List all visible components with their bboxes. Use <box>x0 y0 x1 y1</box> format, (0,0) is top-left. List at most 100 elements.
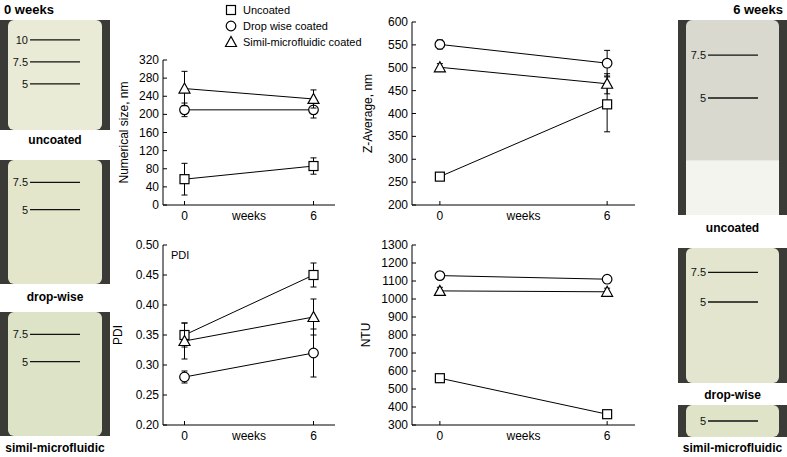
legend-label: Drop wise coated <box>243 20 328 32</box>
photo-column: 6 weeks7.55uncoated7.55drop-wise5simil-m… <box>678 2 787 455</box>
gradation-label: 7.5 <box>691 266 706 278</box>
x-axis <box>412 425 635 426</box>
y-tick <box>412 353 416 354</box>
data-point <box>602 58 612 68</box>
y-tick <box>163 275 167 276</box>
y-tick-label: 450 <box>388 84 408 98</box>
y-tick-label: 400 <box>388 107 408 121</box>
series-line <box>185 317 314 341</box>
legend-symbol <box>226 37 237 47</box>
y-tick <box>412 299 416 300</box>
series-line <box>440 104 607 176</box>
photo-title: 0 weeks <box>4 2 54 17</box>
y-tick-label: 0.20 <box>136 418 160 432</box>
tube <box>8 160 102 284</box>
x-axis <box>163 425 335 426</box>
y-tick <box>412 245 416 246</box>
y-tick <box>163 96 167 97</box>
data-point <box>435 271 445 281</box>
y-tick <box>412 159 416 160</box>
tube-gradation <box>30 83 80 84</box>
tube-gradation <box>708 272 758 273</box>
data-point <box>603 410 612 419</box>
sediment <box>686 160 779 215</box>
data-point <box>434 62 445 72</box>
gradation-label: 5 <box>22 204 28 216</box>
y-tick <box>163 305 167 306</box>
y-tick-label: 0.40 <box>136 298 160 312</box>
gradation-label: 7.5 <box>13 176 28 188</box>
gradation-label: 5 <box>22 78 28 90</box>
photo-background <box>678 20 787 215</box>
gradation-label: 5 <box>700 92 706 104</box>
y-tick-label: 200 <box>139 107 159 121</box>
x-tick <box>313 421 314 425</box>
tube <box>686 20 779 215</box>
tube-gradation <box>30 209 80 210</box>
data-point <box>179 336 190 346</box>
y-tick-label: 1200 <box>381 256 408 270</box>
x-axis-label: weeks <box>505 429 540 443</box>
y-tick <box>163 335 167 336</box>
x-tick <box>313 201 314 205</box>
photo-background <box>678 248 787 383</box>
tube-gradation <box>30 334 80 335</box>
y-tick-label: 500 <box>388 61 408 75</box>
tube <box>686 405 779 437</box>
legend-label: Simil-microfluidic coated <box>243 36 362 48</box>
y-axis-label: Numerical size, nm <box>117 81 131 183</box>
y-tick-label: 0.30 <box>136 358 160 372</box>
y-tick <box>163 395 167 396</box>
y-tick-label: 350 <box>388 129 408 143</box>
y-tick-label: 1100 <box>382 274 408 288</box>
y-tick <box>163 78 167 79</box>
x-tick <box>607 201 608 205</box>
y-tick-label: 0.35 <box>136 328 160 342</box>
gradation-label: 5 <box>700 296 706 308</box>
y-tick-label: 600 <box>388 15 408 29</box>
x-axis-label: weeks <box>231 209 266 223</box>
series-line <box>440 290 607 292</box>
y-tick <box>412 113 416 114</box>
data-point <box>435 374 444 383</box>
y-tick-label: 900 <box>388 310 408 324</box>
tube-gradation <box>708 54 758 55</box>
x-tick <box>184 421 185 425</box>
data-point <box>435 172 444 181</box>
x-tick-label: 0 <box>181 209 188 223</box>
y-tick <box>412 136 416 137</box>
y-tick-label: 200 <box>388 198 408 212</box>
series-line <box>185 275 314 335</box>
data-point <box>435 40 445 50</box>
photo-caption: uncoated <box>706 221 759 235</box>
chart: 20025030035040045050055060006weeksZ-Aver… <box>361 15 635 223</box>
tube-gradation <box>30 61 80 62</box>
y-tick-label: 240 <box>139 89 159 103</box>
photo-caption: uncoated <box>28 133 81 147</box>
series-line <box>440 378 607 414</box>
gradation-label: 5 <box>700 415 706 427</box>
y-tick <box>412 67 416 68</box>
x-tick-label: 0 <box>181 429 188 443</box>
gradation-label: 5 <box>22 356 28 368</box>
y-axis-label: NTU <box>359 323 373 348</box>
x-axis <box>163 205 335 206</box>
y-tick <box>412 22 416 23</box>
y-tick-label: 600 <box>388 364 408 378</box>
data-point <box>602 78 613 88</box>
y-tick-label: 280 <box>139 71 159 85</box>
tube-gradation <box>708 420 758 421</box>
x-tick-label: 6 <box>310 429 317 443</box>
y-axis-label: PDI <box>111 325 125 345</box>
data-point <box>180 105 190 115</box>
annotation: PDI <box>171 249 189 261</box>
tube-gradation <box>30 39 80 40</box>
series-line <box>185 353 314 377</box>
figure: 0 weeks107.55uncoated7.55drop-wise7.55si… <box>0 0 787 457</box>
y-tick <box>163 60 167 61</box>
chart: 300400500600700800900100011001200130006w… <box>359 238 635 443</box>
y-tick <box>412 90 416 91</box>
data-point <box>603 100 612 109</box>
y-tick-label: 300 <box>388 418 408 432</box>
y-tick <box>412 205 416 206</box>
